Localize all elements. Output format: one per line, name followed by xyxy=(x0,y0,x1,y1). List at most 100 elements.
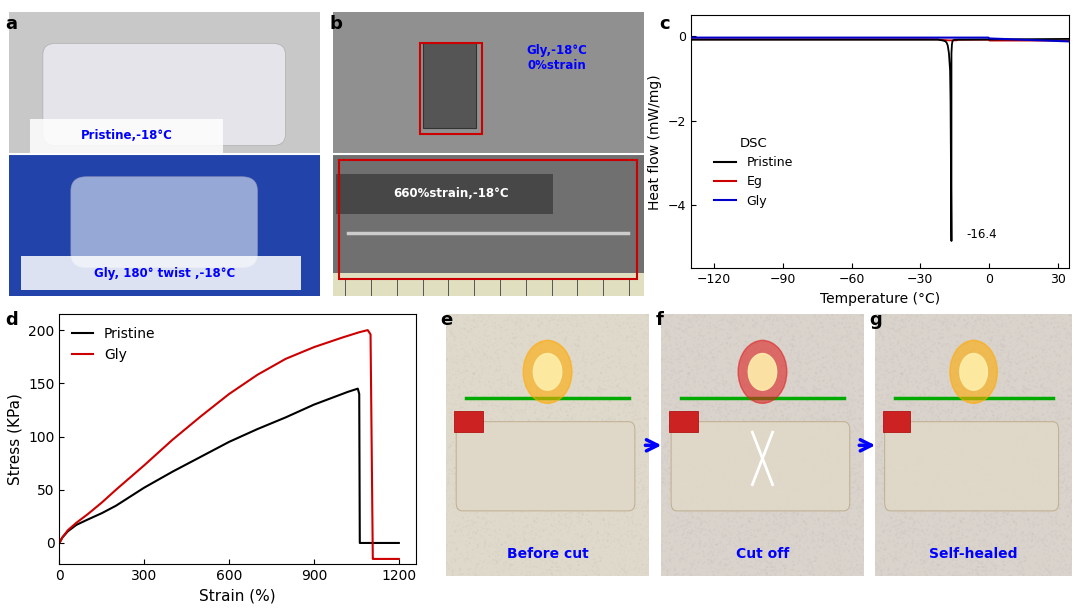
Point xyxy=(501,59,518,69)
Point xyxy=(276,245,294,254)
Point xyxy=(569,419,586,429)
Point xyxy=(1028,450,1045,459)
Point xyxy=(795,517,812,527)
Point xyxy=(241,57,258,66)
Point xyxy=(487,446,504,456)
Point xyxy=(446,267,463,277)
Point xyxy=(137,218,154,228)
Gly xyxy=(367,555,380,562)
Point xyxy=(619,87,636,97)
Point xyxy=(553,396,570,406)
Point xyxy=(597,23,615,33)
Point xyxy=(524,314,541,324)
Point xyxy=(228,178,245,188)
Point xyxy=(876,441,893,451)
Point xyxy=(595,340,612,350)
Point xyxy=(745,349,762,359)
Point xyxy=(21,160,38,170)
Point xyxy=(927,509,944,519)
Point xyxy=(406,290,423,300)
Point xyxy=(570,463,588,473)
Point xyxy=(1001,398,1018,408)
Point xyxy=(449,79,467,89)
Point xyxy=(1031,361,1049,371)
Point xyxy=(141,214,159,223)
Point xyxy=(658,478,675,488)
Point xyxy=(850,375,867,385)
Point xyxy=(633,523,650,533)
Point xyxy=(605,412,622,422)
Point xyxy=(583,533,600,543)
Point xyxy=(984,392,1001,402)
Point xyxy=(688,532,705,542)
Point xyxy=(743,465,760,475)
Point xyxy=(451,414,469,423)
Point xyxy=(363,120,380,130)
Point xyxy=(387,223,404,232)
Point xyxy=(488,202,505,212)
Point xyxy=(561,37,578,47)
Point xyxy=(1015,492,1032,501)
Point xyxy=(1011,421,1028,431)
Point xyxy=(529,336,546,345)
Point xyxy=(298,181,315,190)
Point xyxy=(557,282,575,292)
Point xyxy=(507,359,524,368)
Point xyxy=(1026,375,1043,385)
Point xyxy=(93,218,110,228)
Point xyxy=(16,183,33,193)
Point xyxy=(405,99,422,109)
Point xyxy=(503,411,521,421)
Point xyxy=(403,154,420,163)
Point xyxy=(131,286,148,296)
Point xyxy=(501,310,518,320)
Point xyxy=(627,476,645,486)
Point xyxy=(526,265,543,274)
Point xyxy=(504,93,522,102)
Point xyxy=(947,380,964,390)
Point xyxy=(557,371,575,381)
Point xyxy=(949,523,967,533)
Point xyxy=(32,284,50,293)
Point xyxy=(930,531,947,541)
Point xyxy=(786,503,804,512)
Point xyxy=(1040,529,1057,539)
Point xyxy=(897,541,915,551)
Point xyxy=(609,165,626,175)
Point xyxy=(626,362,644,371)
Point xyxy=(141,131,159,140)
Point xyxy=(629,390,646,400)
Point xyxy=(995,509,1012,519)
Point xyxy=(702,486,719,496)
Point xyxy=(519,364,537,374)
Point xyxy=(620,100,637,110)
Point xyxy=(300,48,318,57)
Point xyxy=(167,268,185,278)
Point xyxy=(521,380,538,390)
Point xyxy=(328,152,346,162)
Point xyxy=(1049,479,1066,489)
Point xyxy=(359,144,376,154)
Point xyxy=(659,469,676,479)
Point xyxy=(853,404,870,414)
Point xyxy=(701,425,718,434)
Point xyxy=(504,479,522,489)
Point xyxy=(690,351,707,361)
Point xyxy=(264,85,281,95)
Point xyxy=(867,355,885,365)
Point xyxy=(740,545,757,554)
Point xyxy=(887,443,904,453)
Point xyxy=(378,10,395,20)
Point xyxy=(170,135,187,145)
Point xyxy=(981,447,998,457)
Point xyxy=(640,552,658,562)
Point xyxy=(521,146,538,156)
Point xyxy=(608,25,625,35)
Point xyxy=(502,378,519,387)
Point xyxy=(337,9,354,19)
Point xyxy=(615,448,632,458)
Point xyxy=(672,409,689,419)
Point xyxy=(1058,398,1076,407)
Point xyxy=(279,32,296,41)
Point xyxy=(784,529,801,539)
